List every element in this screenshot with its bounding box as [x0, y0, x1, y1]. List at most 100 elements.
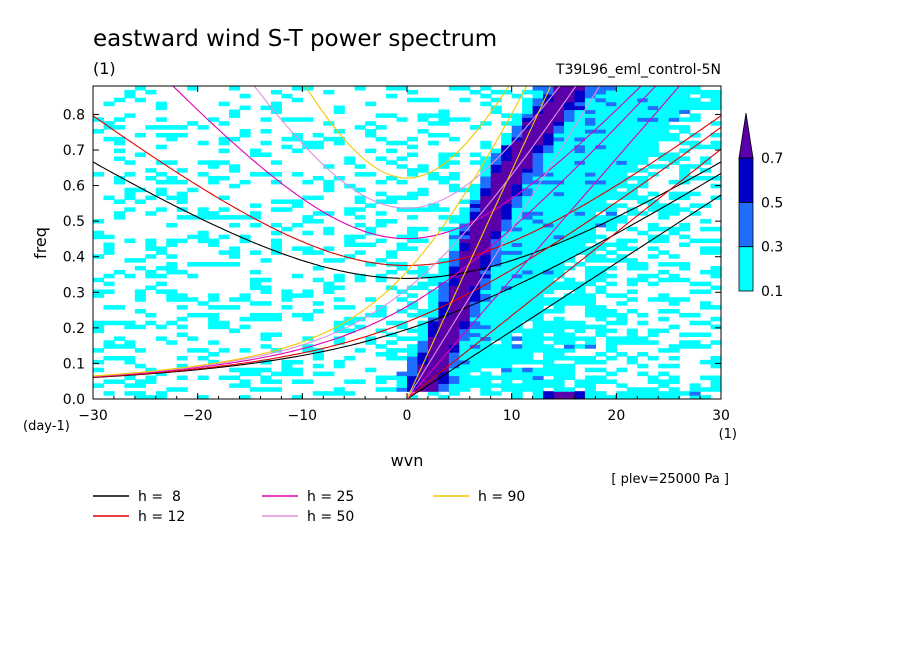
dispersion-curve-ig — [172, 86, 642, 240]
power-cell — [124, 320, 136, 326]
power-cell — [501, 379, 513, 384]
power-cell — [396, 234, 408, 240]
power-cell — [637, 395, 649, 399]
power-cell — [522, 230, 534, 236]
power-cell — [658, 117, 670, 122]
power-cell — [626, 136, 638, 142]
power-cell — [417, 359, 429, 365]
power-cell — [501, 305, 513, 310]
power-cell — [480, 324, 492, 330]
power-cell — [291, 312, 303, 318]
power-cell — [365, 242, 377, 248]
power-cell — [658, 203, 670, 208]
power-cell — [584, 309, 596, 314]
power-cell — [658, 132, 670, 138]
power-cell — [501, 242, 513, 248]
power-cell — [291, 136, 303, 142]
power-cell — [553, 324, 565, 330]
power-cell — [637, 86, 649, 91]
power-cell — [679, 191, 691, 197]
power-cell — [490, 320, 502, 326]
power-cell — [396, 375, 408, 381]
power-cell — [375, 156, 387, 161]
power-cell — [584, 175, 596, 181]
power-cell — [543, 172, 555, 177]
power-cell — [522, 316, 534, 322]
power-cell — [407, 230, 419, 236]
power-cell — [511, 215, 523, 220]
y-tick-label: 0.8 — [63, 107, 85, 123]
power-cell — [229, 328, 241, 334]
power-cell — [679, 312, 691, 318]
power-cell — [480, 309, 492, 314]
power-cell — [260, 332, 272, 337]
power-cell — [679, 168, 691, 173]
power-cell — [689, 238, 701, 244]
power-cell — [616, 109, 628, 114]
power-cell — [124, 383, 136, 388]
power-cell — [438, 164, 450, 169]
power-cell — [501, 89, 513, 95]
power-cell — [605, 89, 617, 95]
power-cell — [584, 97, 596, 103]
power-cell — [574, 383, 586, 388]
power-cell — [469, 324, 481, 330]
power-cell — [501, 132, 513, 138]
power-cell — [438, 285, 450, 291]
power-cell — [407, 207, 419, 212]
power-cell — [605, 172, 617, 177]
power-cell — [647, 89, 659, 95]
power-cell — [427, 207, 439, 212]
power-cell — [239, 132, 251, 138]
power-cell — [543, 324, 555, 330]
power-cell — [302, 246, 314, 251]
power-cell — [532, 219, 544, 224]
power-cell — [187, 86, 199, 91]
power-cell — [250, 316, 262, 322]
power-cell — [574, 105, 586, 111]
power-cell — [511, 160, 523, 165]
power-cell — [574, 164, 586, 169]
power-cell — [480, 391, 492, 396]
power-cell — [480, 273, 492, 279]
power-cell — [218, 175, 230, 181]
power-cell — [522, 121, 534, 126]
power-cell — [595, 289, 607, 294]
power-cell — [490, 230, 502, 236]
power-cell — [710, 105, 721, 111]
power-cell — [375, 375, 387, 381]
power-cell — [658, 113, 670, 118]
power-cell — [197, 230, 209, 236]
power-cell — [595, 175, 607, 181]
power-cell — [417, 117, 429, 122]
power-cell — [218, 262, 230, 267]
power-cell — [218, 207, 230, 212]
power-cell — [522, 336, 534, 341]
power-cell — [710, 387, 721, 392]
power-cell — [605, 132, 617, 138]
power-cell — [700, 289, 712, 294]
power-cell — [396, 297, 408, 302]
power-cell — [511, 242, 523, 248]
power-cell — [480, 254, 492, 259]
power-cell — [543, 383, 555, 388]
power-cell — [637, 136, 649, 142]
colorbar-label: 0.7 — [761, 151, 783, 167]
power-cell — [511, 344, 523, 349]
power-cell — [553, 183, 565, 189]
power-cell — [208, 211, 220, 216]
power-cell — [145, 246, 157, 251]
power-cell — [291, 222, 303, 228]
power-cell — [354, 187, 366, 193]
power-cell — [564, 156, 576, 161]
power-cell — [302, 379, 314, 384]
power-cell — [448, 285, 460, 291]
power-cell — [522, 309, 534, 314]
power-cell — [564, 230, 576, 236]
power-cell — [647, 222, 659, 228]
power-cell — [438, 277, 450, 283]
power-cell — [522, 187, 534, 193]
power-cell — [595, 265, 607, 271]
power-cell — [469, 246, 481, 251]
power-cell — [490, 148, 502, 154]
